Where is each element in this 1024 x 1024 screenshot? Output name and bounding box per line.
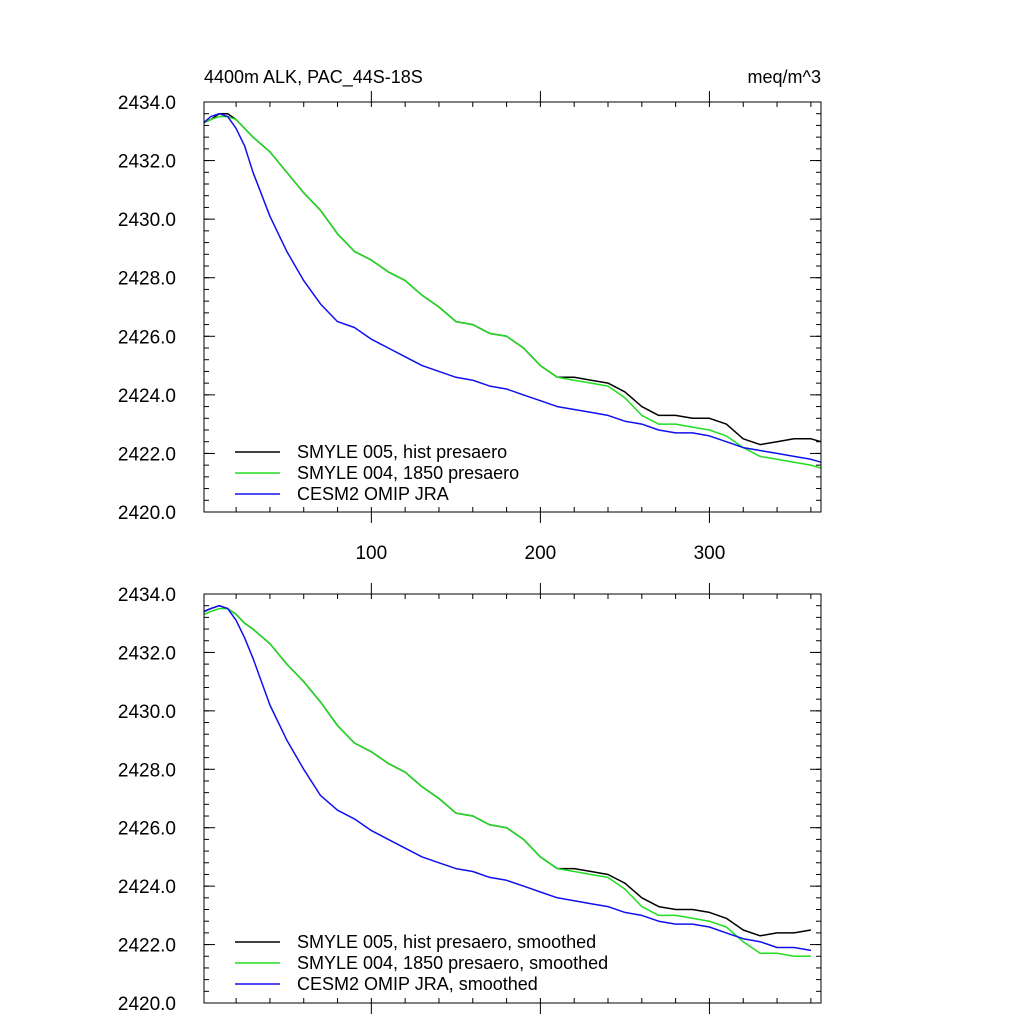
- y-tick-label: 2432.0: [118, 152, 176, 173]
- y-tick-label: 2430.0: [118, 210, 176, 231]
- plot-frame: [203, 101, 822, 513]
- y-tick-label: 2420.0: [118, 503, 176, 524]
- y-tick-label: 2434.0: [118, 93, 176, 114]
- y-tick-label: 2430.0: [118, 702, 176, 723]
- chart-title: 4400m ALK, PAC_44S-18S: [204, 67, 423, 88]
- y-tick-label: 2422.0: [118, 936, 176, 957]
- y-tick-label: 2432.0: [118, 643, 176, 664]
- y-tick-label: 2428.0: [118, 760, 176, 781]
- chart-units: meq/m^3: [748, 67, 821, 87]
- x-tick-label: 200: [525, 543, 557, 564]
- x-tick-label: 300: [694, 543, 726, 564]
- legend-label: SMYLE 005, hist presaero, smoothed: [297, 932, 596, 952]
- y-tick-label: 2434.0: [118, 585, 176, 606]
- legend-label: SMYLE 005, hist presaero: [297, 442, 507, 462]
- legend-label: CESM2 OMIP JRA, smoothed: [297, 974, 538, 994]
- y-tick-label: 2424.0: [118, 386, 176, 407]
- y-tick-label: 2424.0: [118, 877, 176, 898]
- legend-label: SMYLE 004, 1850 presaero: [297, 463, 519, 483]
- y-tick-label: 2420.0: [118, 994, 176, 1015]
- y-tick-label: 2428.0: [118, 269, 176, 290]
- series-line: [203, 115, 822, 469]
- series-line: [203, 604, 812, 952]
- plot-frame: [203, 593, 822, 1004]
- legend-label: SMYLE 004, 1850 presaero, smoothed: [297, 953, 608, 973]
- legend: SMYLE 005, hist presaero, smoothedSMYLE …: [235, 932, 608, 994]
- series-line: [203, 607, 811, 958]
- legend-label: CESM2 OMIP JRA: [297, 484, 449, 504]
- y-tick-label: 2426.0: [118, 327, 176, 348]
- top-panel: 2420.0 2422.0 2424.0 2426.0 2428.0 2430.0 2432…: [118, 91, 822, 564]
- y-tick-label: 2426.0: [118, 819, 176, 840]
- y-tick-label: 2422.0: [118, 444, 176, 465]
- series-line: [203, 112, 822, 463]
- series-line: [203, 112, 822, 446]
- bottom-panel: 2420.0 2422.0 2424.0 2426.0 2428.0 2430.0 2432…: [118, 583, 822, 1015]
- series-line: [203, 604, 812, 937]
- x-tick-label: 100: [355, 543, 387, 564]
